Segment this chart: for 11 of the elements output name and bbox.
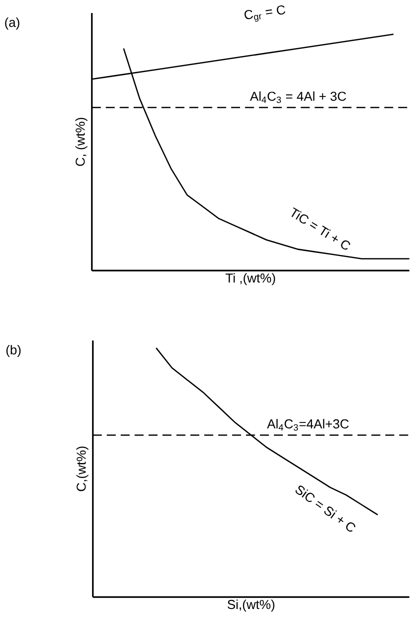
- y-axis-title: C,(wt%): [76, 446, 88, 492]
- text: SiC = Si + C: [295, 486, 356, 532]
- text: TiC = Ti + C: [291, 207, 350, 250]
- x-axis-title: Si,(wt%): [227, 600, 274, 612]
- chart-title: (a): [4, 18, 20, 30]
- annotation: Al$_{4}$C$_{3}$ = 4Al + 3C: [250, 91, 346, 104]
- annotation: Al$_{4}$C$_{3}$=4Al+3C: [266, 418, 349, 431]
- x-axis-title: Ti ,(wt%): [225, 273, 275, 286]
- y-axis-title: C, (wt%): [75, 118, 88, 166]
- chart-title: (b): [6, 344, 20, 358]
- text: C$_{gr}$ = C: [244, 5, 286, 22]
